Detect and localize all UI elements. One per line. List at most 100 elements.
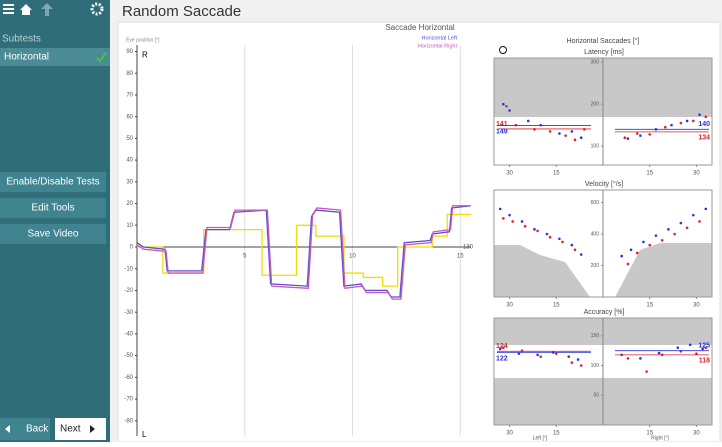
data-point <box>654 234 658 237</box>
x-tick-label: 15 <box>457 254 464 260</box>
back-arrow <box>5 425 10 433</box>
data-point <box>554 352 558 355</box>
y-tick-label: -80 <box>124 418 133 424</box>
menu-icon[interactable] <box>3 4 14 14</box>
y-tick-label: -40 <box>124 331 133 337</box>
y-tick-label: 100 <box>591 363 600 369</box>
up-icon[interactable] <box>41 3 53 16</box>
data-point <box>498 347 502 351</box>
data-point <box>679 121 683 125</box>
data-point <box>688 343 692 347</box>
y-tick-label: -60 <box>124 375 133 381</box>
x-tick-label: 15 <box>553 303 560 309</box>
data-point <box>626 262 630 266</box>
subtest-item[interactable]: Horizontal <box>4 52 49 63</box>
info-icon[interactable] <box>499 46 507 54</box>
mean-label: 134 <box>698 135 710 142</box>
back-button[interactable] <box>0 418 50 440</box>
mean-label: 118 <box>699 358 710 365</box>
check-icon <box>96 52 107 63</box>
y-tick-label: -10 <box>124 266 133 272</box>
y-tick-label: 400 <box>591 231 600 237</box>
y-tick-label: 30 <box>126 179 133 185</box>
subtest-row[interactable] <box>0 48 110 66</box>
data-point <box>539 123 543 127</box>
data-point <box>576 358 580 361</box>
data-point <box>701 347 704 351</box>
data-point <box>623 136 627 140</box>
data-point <box>670 123 673 127</box>
data-point <box>533 128 536 131</box>
y-tick-label: 20 <box>126 201 133 207</box>
data-point <box>567 355 571 358</box>
button[interactable] <box>0 172 106 192</box>
data-point <box>558 132 561 135</box>
data-point <box>545 232 549 236</box>
legend-entry: Horizontal Right <box>418 43 458 49</box>
data-point <box>663 125 667 129</box>
x-tick-label: 30 <box>693 303 700 309</box>
direction-label: L <box>142 430 147 439</box>
data-point <box>579 364 583 367</box>
data-point <box>583 128 586 131</box>
next-label[interactable]: Next <box>60 424 81 435</box>
data-point <box>676 346 680 350</box>
legend-entry: Horizontal Left <box>422 35 458 41</box>
series-line <box>136 205 472 298</box>
data-point <box>548 130 552 133</box>
sidebar <box>0 0 110 442</box>
y-tick-label: 40 <box>126 158 133 164</box>
data-point <box>505 104 508 108</box>
data-point <box>502 346 505 350</box>
chart-title: Velocity [°/s] <box>585 180 623 188</box>
mean-label: 124 <box>496 343 508 350</box>
y-tick-label: -50 <box>124 353 133 359</box>
x-end-label: 130 <box>463 245 474 251</box>
x-tick-label: 15 <box>553 171 560 177</box>
data-point <box>502 102 505 106</box>
y-tick-label: -30 <box>124 310 133 316</box>
data-point <box>635 251 639 255</box>
x-axis-label: Right [°] <box>651 435 669 441</box>
y-tick-label: 150 <box>591 333 600 339</box>
data-point <box>536 353 539 357</box>
data-point <box>620 254 623 258</box>
data-point <box>523 224 527 228</box>
section-label: Subtests <box>2 34 41 45</box>
x-tick-label: 10 <box>349 254 356 260</box>
y-tick-label: 0 <box>130 245 134 251</box>
data-point <box>579 253 583 256</box>
norm-band <box>615 243 712 297</box>
next-button[interactable] <box>55 418 106 440</box>
x-tick-label: 15 <box>646 303 653 309</box>
x-tick-label: 15 <box>646 171 653 177</box>
data-point <box>648 133 652 136</box>
data-point <box>692 213 695 217</box>
data-point <box>667 228 670 231</box>
button-label[interactable]: Enable/Disable Tests <box>6 177 99 188</box>
home-icon[interactable] <box>20 4 32 15</box>
y-tick-label: 80 <box>126 71 133 77</box>
y-axis-label: Eye position [°] <box>126 37 160 43</box>
settings-icon[interactable] <box>90 2 104 16</box>
data-point <box>704 207 708 211</box>
data-point <box>498 207 502 211</box>
data-point <box>502 217 505 220</box>
x-tick-label: 15 <box>553 431 560 437</box>
data-point <box>548 235 552 239</box>
y-tick-label: 300 <box>591 60 600 66</box>
button[interactable] <box>0 224 106 244</box>
y-tick-label: 200 <box>591 101 600 107</box>
y-tick-label: 10 <box>126 223 133 229</box>
button-label[interactable]: Edit Tools <box>31 203 74 214</box>
back-label[interactable]: Back <box>26 424 49 435</box>
data-point <box>514 123 518 127</box>
data-point <box>639 357 642 360</box>
panel-title: Horizontal Saccades [°] <box>567 37 640 45</box>
y-tick-label: 600 <box>591 200 600 206</box>
button-label[interactable]: Save Video <box>28 229 79 240</box>
x-tick-label: 30 <box>693 171 700 177</box>
data-point <box>539 355 543 358</box>
button[interactable] <box>0 198 106 218</box>
